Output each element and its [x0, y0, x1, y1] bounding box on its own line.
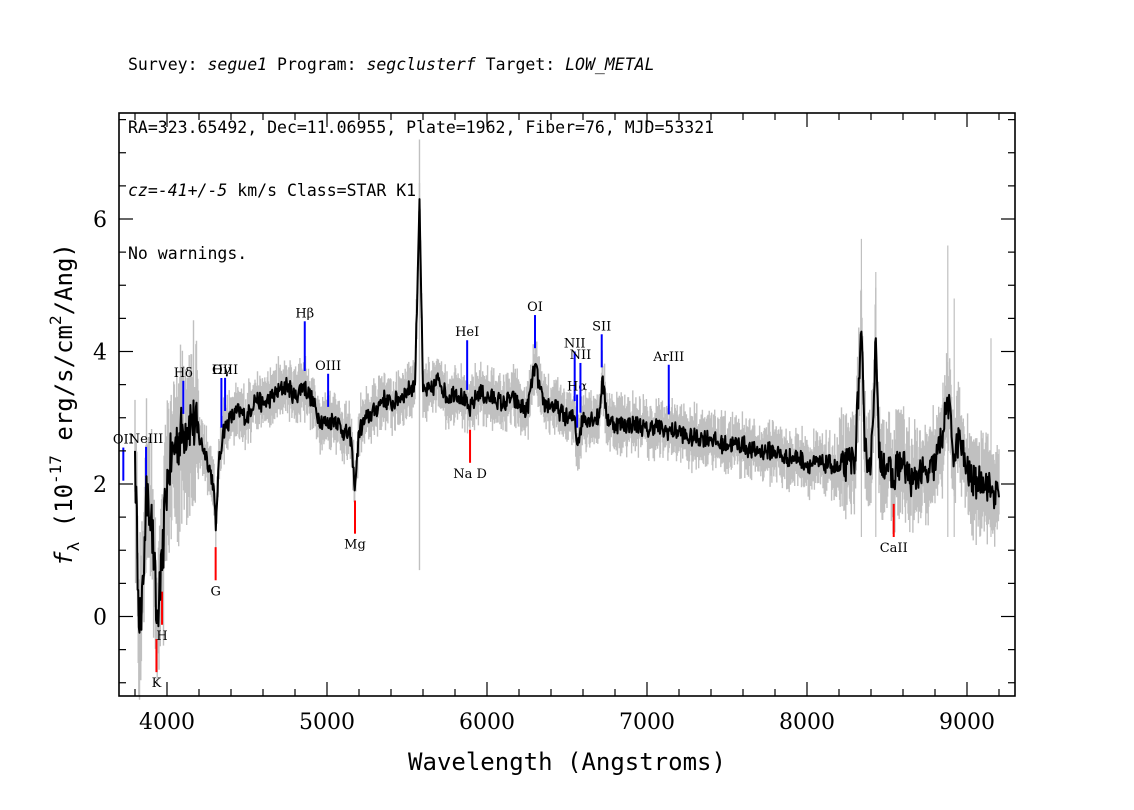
y-axis-title-part: /Ang) — [50, 243, 78, 315]
header-coordinates-line: RA=323.65492, Dec=11.06955, Plate=1962, … — [128, 118, 715, 137]
y-axis-title-part: λ — [64, 541, 83, 551]
x-tick-label: 5000 — [299, 710, 355, 735]
x-tick-label: 8000 — [779, 710, 835, 735]
flux-line — [134, 198, 1000, 634]
x-tick-label: 9000 — [939, 710, 995, 735]
emission-line-label: HeI — [455, 325, 479, 340]
cz-units-class: km/s Class=STAR K1 — [227, 181, 417, 200]
absorption-line-label: Mg — [344, 538, 366, 553]
survey-value: segue1 — [207, 55, 268, 74]
y-tick-label: 6 — [93, 208, 107, 233]
absorption-line-label: K — [152, 676, 162, 691]
header-redshift-line: cz=-41+/-5 km/s Class=STAR K1 — [128, 180, 714, 201]
flux-series-layer — [134, 198, 1000, 634]
x-tick-label: 7000 — [619, 710, 675, 735]
emission-line-label: Hα — [567, 380, 587, 395]
target-value: LOW_METAL — [565, 55, 655, 74]
y-axis-title-part: -17 — [46, 455, 65, 484]
x-tick-label: 6000 — [459, 710, 515, 735]
absorption-line-label: G — [210, 584, 220, 599]
noise-band — [134, 183, 1000, 700]
cz-label: cz= — [128, 181, 158, 200]
emission-line-label: NII — [570, 348, 592, 363]
y-axis-title-part: f — [50, 551, 78, 566]
emission-line-label: Hδ — [174, 366, 193, 381]
emission-line-label: SII — [592, 319, 611, 334]
y-axis-title-part: (10 — [50, 484, 78, 542]
emission-line-label: OII — [113, 433, 134, 448]
emission-line-label: OIII — [212, 363, 238, 378]
y-axis-title-part: 2 — [46, 315, 65, 325]
x-tick-label: 4000 — [139, 710, 195, 735]
emission-line-label: Hβ — [295, 306, 314, 321]
y-tick-label: 2 — [93, 473, 107, 498]
spectrum-header: Survey: segue1 Program: segclusterf Targ… — [128, 12, 714, 285]
cz-value: -41+/-5 — [157, 181, 228, 200]
program-label: Program: — [267, 55, 367, 74]
emission-line-label: NII — [564, 337, 586, 352]
plot-frame — [118, 112, 1016, 697]
y-tick-label: 4 — [93, 341, 107, 366]
header-warnings-line: No warnings. — [128, 244, 248, 263]
y-tick-label: 0 — [93, 606, 107, 631]
program-value: segclusterf — [366, 55, 476, 74]
y-axis-title: fλ (10-17 erg/s/cm2/Ang) — [46, 243, 83, 566]
absorption-line-label: Na D — [453, 467, 487, 482]
survey-label: Survey: — [128, 55, 208, 74]
emission-line-label: NeIII — [129, 432, 163, 447]
plot-axes: 4000 5000 6000 7000 8000 9000 0 2 4 6 — [93, 112, 1016, 735]
emission-line-label: Hγ — [212, 363, 231, 378]
target-label: Target: — [475, 55, 566, 74]
emission-line-label: ArIII — [652, 350, 684, 365]
y-axis-title-part: erg/s/cm — [50, 325, 78, 455]
emission-line-label: OIII — [315, 359, 341, 374]
x-axis-title: Wavelength (Angstroms) — [408, 748, 726, 776]
emission-line-label: OI — [527, 300, 543, 315]
header-survey-line: Survey: segue1 Program: segclusterf Targ… — [128, 54, 714, 75]
absorption-line-label: H — [156, 629, 167, 644]
absorption-line-label: CaII — [880, 541, 908, 556]
